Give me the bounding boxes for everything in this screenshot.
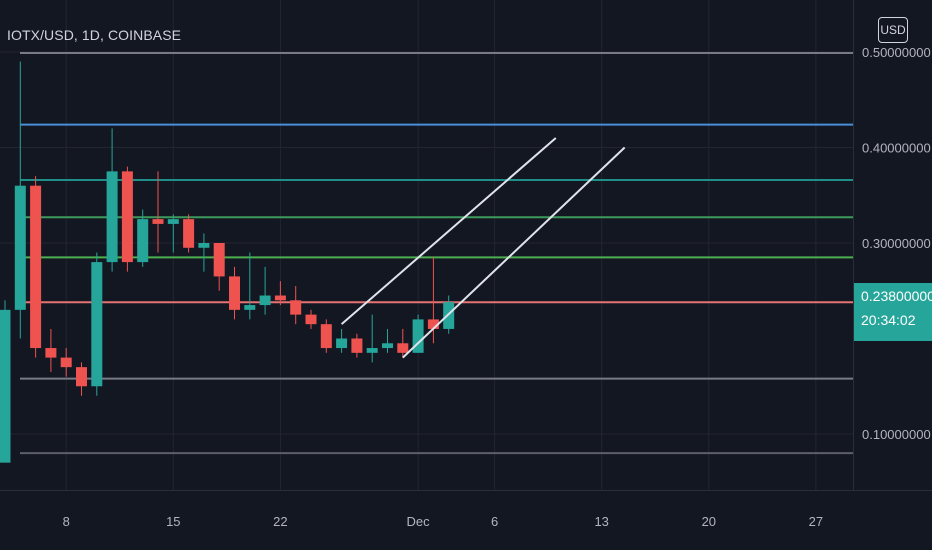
candles <box>0 61 455 463</box>
candle-body-down <box>76 367 87 387</box>
candle-body-down <box>351 338 363 353</box>
candle-body-down <box>229 276 240 310</box>
candle-body-up <box>366 348 378 353</box>
y-tick-label: 0.10000000 <box>862 427 931 442</box>
candle-body-down <box>152 219 164 224</box>
y-tick-label: 0.50000000 <box>862 45 931 60</box>
horizontal-levels <box>20 51 853 455</box>
candle-body-up <box>244 305 256 310</box>
x-tick-label: 6 <box>491 514 498 529</box>
x-tick-label: 15 <box>166 514 180 529</box>
candle-body-up <box>336 338 348 349</box>
y-tick-label: 0.40000000 <box>862 141 931 156</box>
candle-body-up <box>412 319 424 353</box>
last-price-label: 0.23800000 <box>861 288 932 304</box>
x-tick-label: 8 <box>63 514 70 529</box>
candle-body-down <box>274 295 286 301</box>
y-tick-label: 0.30000000 <box>862 236 931 251</box>
currency-button[interactable]: USD <box>878 17 908 43</box>
trendlines <box>340 137 626 359</box>
candle-body-up <box>198 243 210 248</box>
candle-body-up <box>0 309 11 463</box>
candle-body-down <box>397 343 409 353</box>
x-tick-label: 22 <box>273 514 287 529</box>
candle-body-down <box>121 171 133 263</box>
candle-body-down <box>60 357 72 368</box>
candle-body-up <box>106 171 118 263</box>
x-tick-label: 13 <box>594 514 608 529</box>
candle-body-up <box>443 302 455 329</box>
candle-body-down <box>320 324 332 349</box>
trendline <box>340 137 557 325</box>
candle-body-down <box>305 314 317 325</box>
candle-body-up <box>382 343 393 349</box>
symbol-title: IOTX/USD, 1D, COINBASE <box>7 27 182 43</box>
candle-body-down <box>30 185 42 349</box>
candle-body-up <box>259 295 271 306</box>
candle-body-up <box>14 185 26 310</box>
axes: 0.10000000 0.30000000 0.40000000 0.50000000… <box>0 0 932 529</box>
candle-body-down <box>213 243 225 277</box>
x-tick-label: Dec <box>407 514 431 529</box>
candle-body-down <box>183 219 195 248</box>
trendline <box>402 146 626 359</box>
x-tick-label: 20 <box>702 514 716 529</box>
candle-body-up <box>137 219 149 263</box>
x-tick-label: 27 <box>809 514 823 529</box>
last-price-tag: 0.23800000 20:34:02 <box>854 283 932 341</box>
candle-body-down <box>290 300 302 315</box>
candle-body-down <box>427 319 439 329</box>
candle-body-up <box>91 262 103 387</box>
bar-countdown-label: 20:34:02 <box>861 312 916 328</box>
candle-body-down <box>45 348 57 358</box>
candle-body-up <box>167 219 179 224</box>
